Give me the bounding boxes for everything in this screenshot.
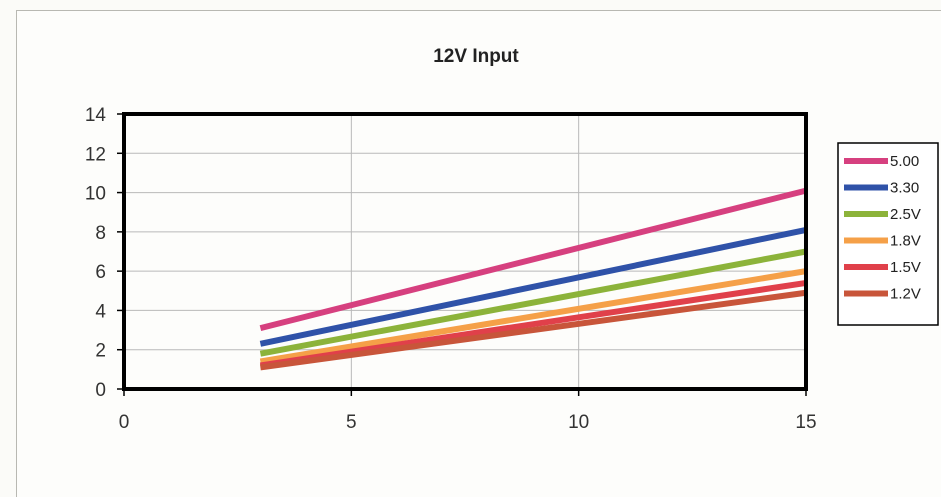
series-line-5 — [259, 289, 807, 371]
y-axis-ticks: 0 2 4 6 8 10 12 14 — [85, 105, 124, 401]
series-line-0 — [259, 187, 807, 332]
x-tick-label-0: 0 — [119, 412, 130, 433]
series-line-1 — [259, 226, 807, 347]
legend-label-5: 1.2V — [890, 286, 921, 303]
series-line-4 — [259, 279, 807, 369]
series-line-2 — [259, 248, 807, 357]
chart-title: 12V Input — [433, 46, 519, 67]
legend: 5.00 3.30 2.5V 1.8V 1.5V 1.2V — [837, 142, 939, 326]
y-tick-label-4: 8 — [95, 223, 106, 244]
legend-box — [837, 142, 939, 326]
legend-label-1: 3.30 — [890, 180, 919, 197]
x-tick-label-3: 15 — [795, 412, 816, 433]
legend-label-0: 5.00 — [890, 153, 919, 170]
plot-area-border — [122, 112, 808, 391]
series-lines — [259, 187, 807, 371]
series-line-3 — [259, 268, 807, 365]
y-tick-label-5: 10 — [85, 184, 106, 205]
legend-label-2: 2.5V — [890, 206, 921, 223]
y-tick-label-1: 2 — [95, 341, 106, 362]
y-tick-label-0: 0 — [95, 380, 106, 401]
legend-label-3: 1.8V — [890, 233, 921, 250]
x-tick-label-1: 5 — [346, 412, 357, 433]
y-tick-label-2: 4 — [95, 301, 106, 322]
legend-label-4: 1.5V — [890, 259, 921, 276]
y-tick-label-3: 6 — [95, 262, 106, 283]
x-tick-label-2: 10 — [568, 412, 589, 433]
y-tick-label-7: 14 — [85, 105, 107, 126]
x-axis-ticks: 0 5 10 15 — [119, 389, 817, 433]
y-tick-label-6: 12 — [85, 144, 106, 165]
